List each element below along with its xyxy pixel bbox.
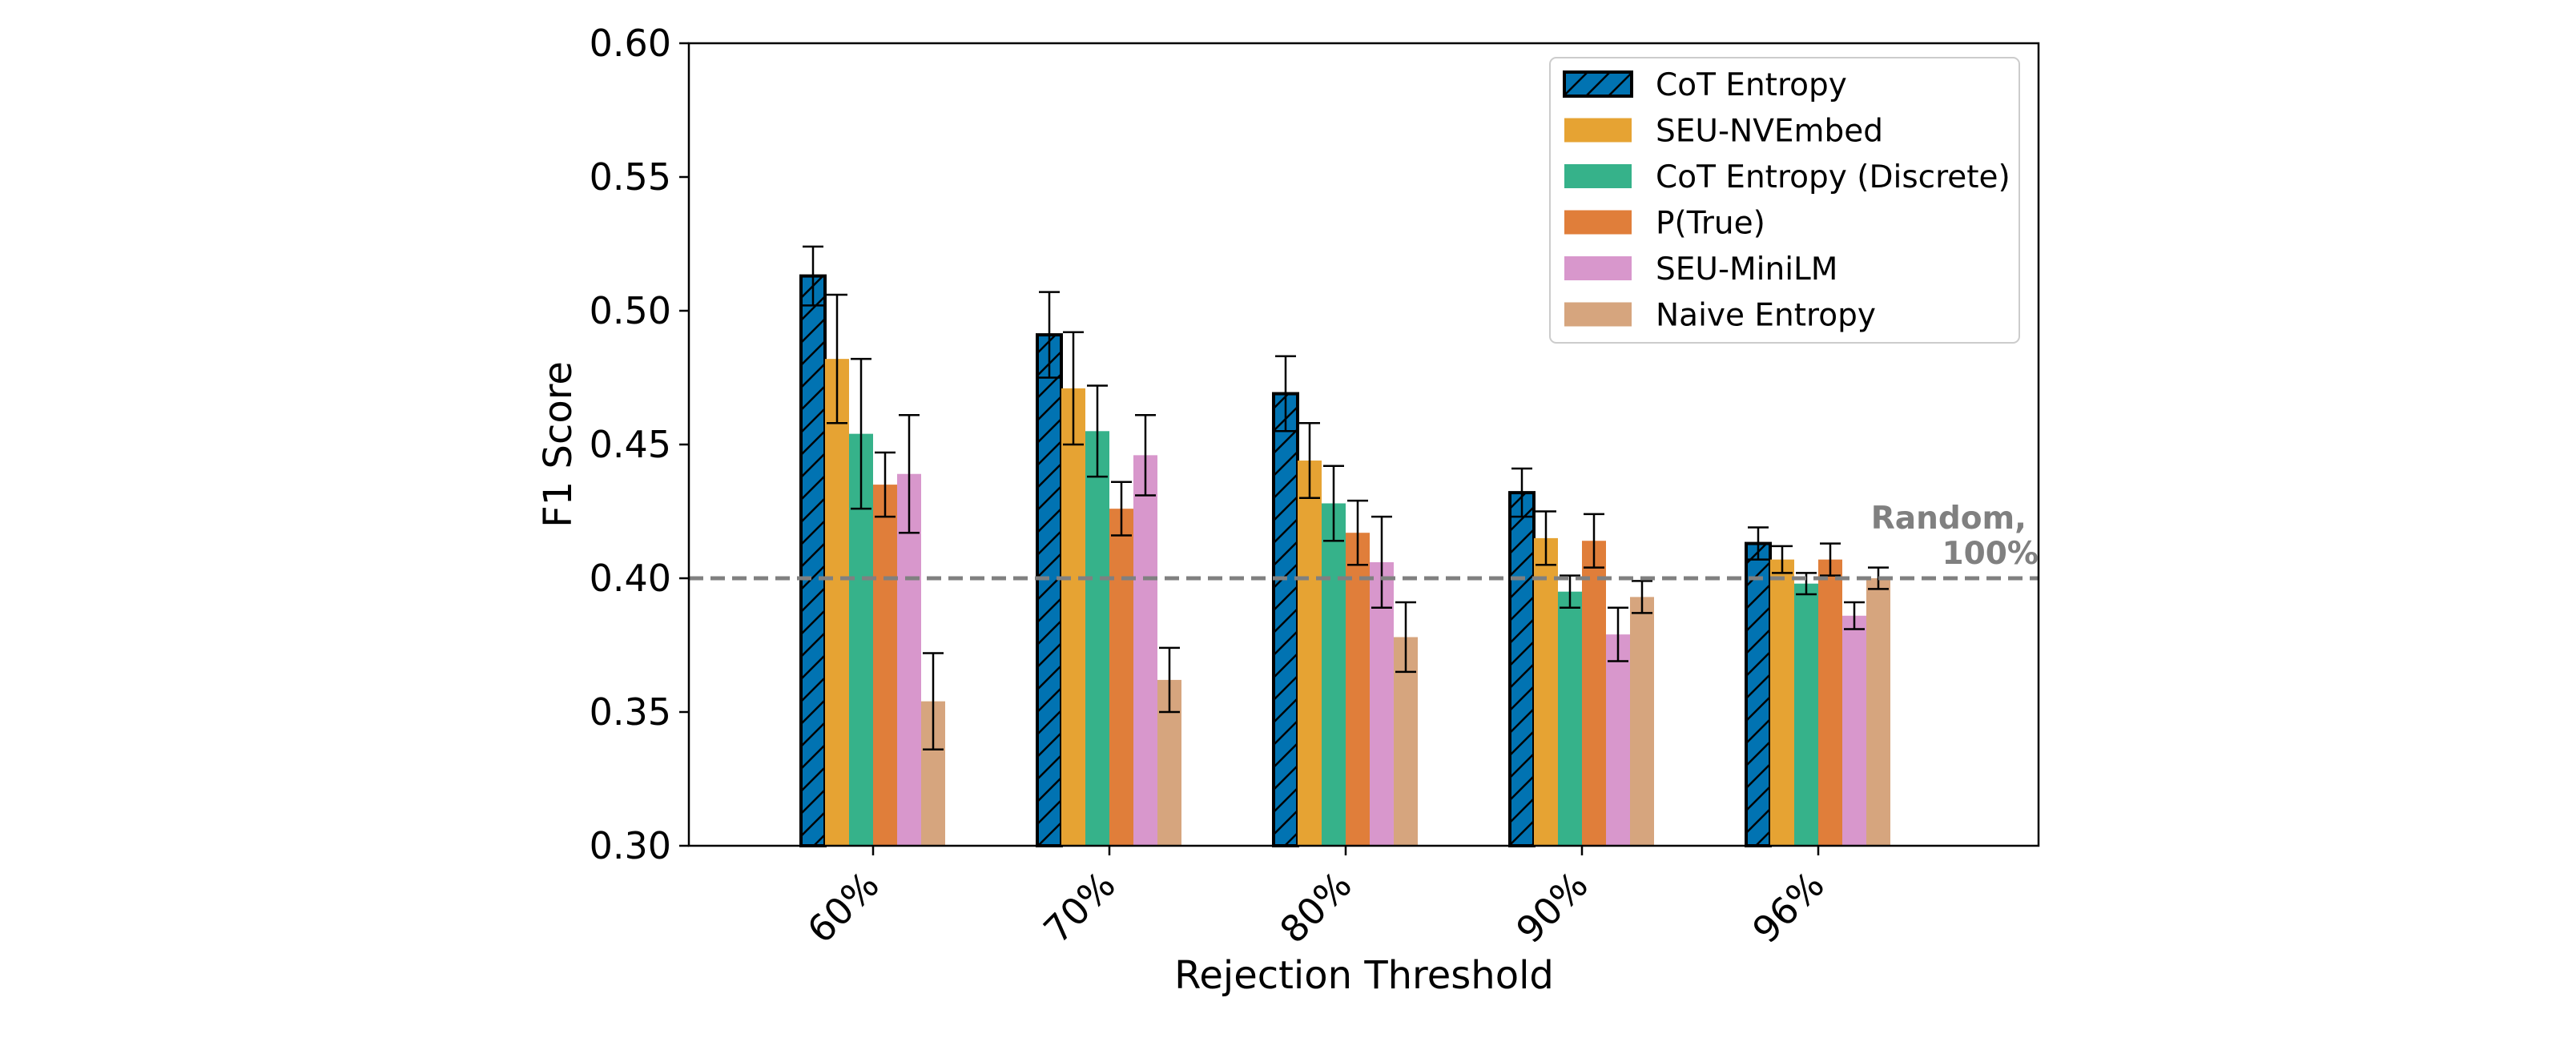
bar-hatch xyxy=(799,274,827,847)
bar xyxy=(873,485,897,846)
bar xyxy=(1322,503,1346,846)
bar xyxy=(1794,583,1818,846)
x-tick-label: 96% xyxy=(1744,863,1832,951)
x-axis-title: Rejection Threshold xyxy=(1174,953,1554,998)
x-tick-label: 80% xyxy=(1271,863,1359,951)
bar xyxy=(1866,578,1890,846)
bar xyxy=(1606,634,1630,846)
legend-label: SEU-NVEmbed xyxy=(1656,114,1883,150)
y-tick-label: 0.35 xyxy=(590,690,671,734)
reference-label-line2: 100% xyxy=(1942,536,2039,572)
bar xyxy=(825,359,849,846)
y-tick-label: 0.30 xyxy=(590,824,671,867)
bar xyxy=(1085,431,1109,846)
y-tick-label: 0.60 xyxy=(590,22,671,65)
legend: CoT Entropy SEU-NVEmbed CoT Entropy (Discr… xyxy=(1549,57,2020,344)
bar xyxy=(1818,559,1842,846)
x-tick-label: 90% xyxy=(1507,863,1596,951)
y-axis-title: F1 Score xyxy=(536,361,581,528)
bar xyxy=(1346,533,1370,846)
y-tick-label: 0.50 xyxy=(590,289,671,332)
bar xyxy=(1558,591,1582,846)
bar xyxy=(1770,559,1794,846)
y-tick-label: 0.40 xyxy=(590,557,671,600)
reference-line-label: Random, 100% xyxy=(1871,501,2039,572)
legend-swatch xyxy=(1564,302,1632,327)
legend-label: SEU-MiniLM xyxy=(1656,251,1837,288)
bar xyxy=(1298,461,1322,846)
bar xyxy=(1842,615,1866,846)
bar xyxy=(1370,561,1394,846)
bar xyxy=(1109,509,1133,846)
x-tick-label: 60% xyxy=(799,863,887,951)
legend-swatch xyxy=(1564,118,1632,143)
legend-swatch xyxy=(1564,210,1632,235)
legend-swatch xyxy=(1564,256,1632,280)
bar-hatch xyxy=(1508,491,1536,847)
x-tick-label: 70% xyxy=(1035,863,1123,951)
legend-label: P(True) xyxy=(1656,206,1765,242)
bars-layer xyxy=(799,245,1890,848)
legend-label: Naive Entropy xyxy=(1656,298,1876,334)
legend-frame xyxy=(1549,57,2020,344)
bar-hatch xyxy=(1745,541,1772,848)
bar xyxy=(1133,455,1157,846)
bar xyxy=(897,473,921,846)
bar xyxy=(1061,388,1085,846)
x-ticks: 60% 70% 80% 90% 96% xyxy=(799,846,1833,951)
bar-hatch xyxy=(1036,333,1063,847)
legend-swatch xyxy=(1564,164,1632,188)
legend-label: CoT Entropy (Discrete) xyxy=(1656,159,2010,195)
legend-label: CoT Entropy xyxy=(1656,67,1847,103)
y-tick-label: 0.55 xyxy=(590,155,671,199)
y-ticks: 0.30 0.35 0.40 0.45 0.50 0.55 0.60 xyxy=(590,22,689,867)
bar xyxy=(1630,597,1654,846)
reference-label-line1: Random, xyxy=(1871,501,2027,537)
bar xyxy=(1534,537,1558,846)
y-tick-label: 0.45 xyxy=(590,423,671,466)
bar-hatch xyxy=(1272,392,1299,848)
bar xyxy=(1582,541,1606,846)
legend-swatch-hatch xyxy=(1563,70,1633,98)
